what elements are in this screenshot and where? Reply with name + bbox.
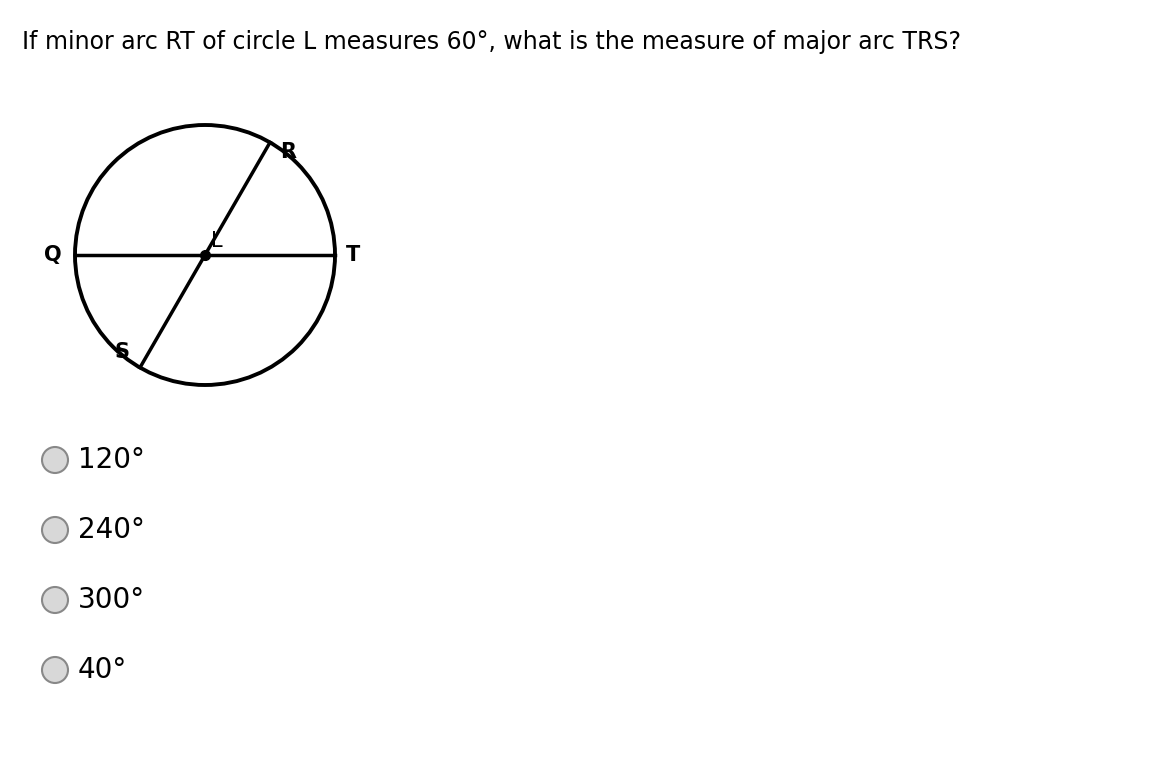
Text: T: T xyxy=(346,245,360,265)
Text: 120°: 120° xyxy=(78,446,144,474)
Text: 240°: 240° xyxy=(78,516,144,544)
Circle shape xyxy=(42,587,68,613)
Text: Q: Q xyxy=(44,245,62,265)
Text: 300°: 300° xyxy=(78,586,146,614)
Circle shape xyxy=(42,447,68,473)
Circle shape xyxy=(42,517,68,543)
Text: S: S xyxy=(114,342,129,362)
Text: 40°: 40° xyxy=(78,656,127,684)
Text: If minor arc RT of circle L measures 60°, what is the measure of major arc TRS?: If minor arc RT of circle L measures 60°… xyxy=(22,30,961,54)
Circle shape xyxy=(42,657,68,683)
Text: R: R xyxy=(281,142,296,162)
Text: L: L xyxy=(211,231,222,251)
